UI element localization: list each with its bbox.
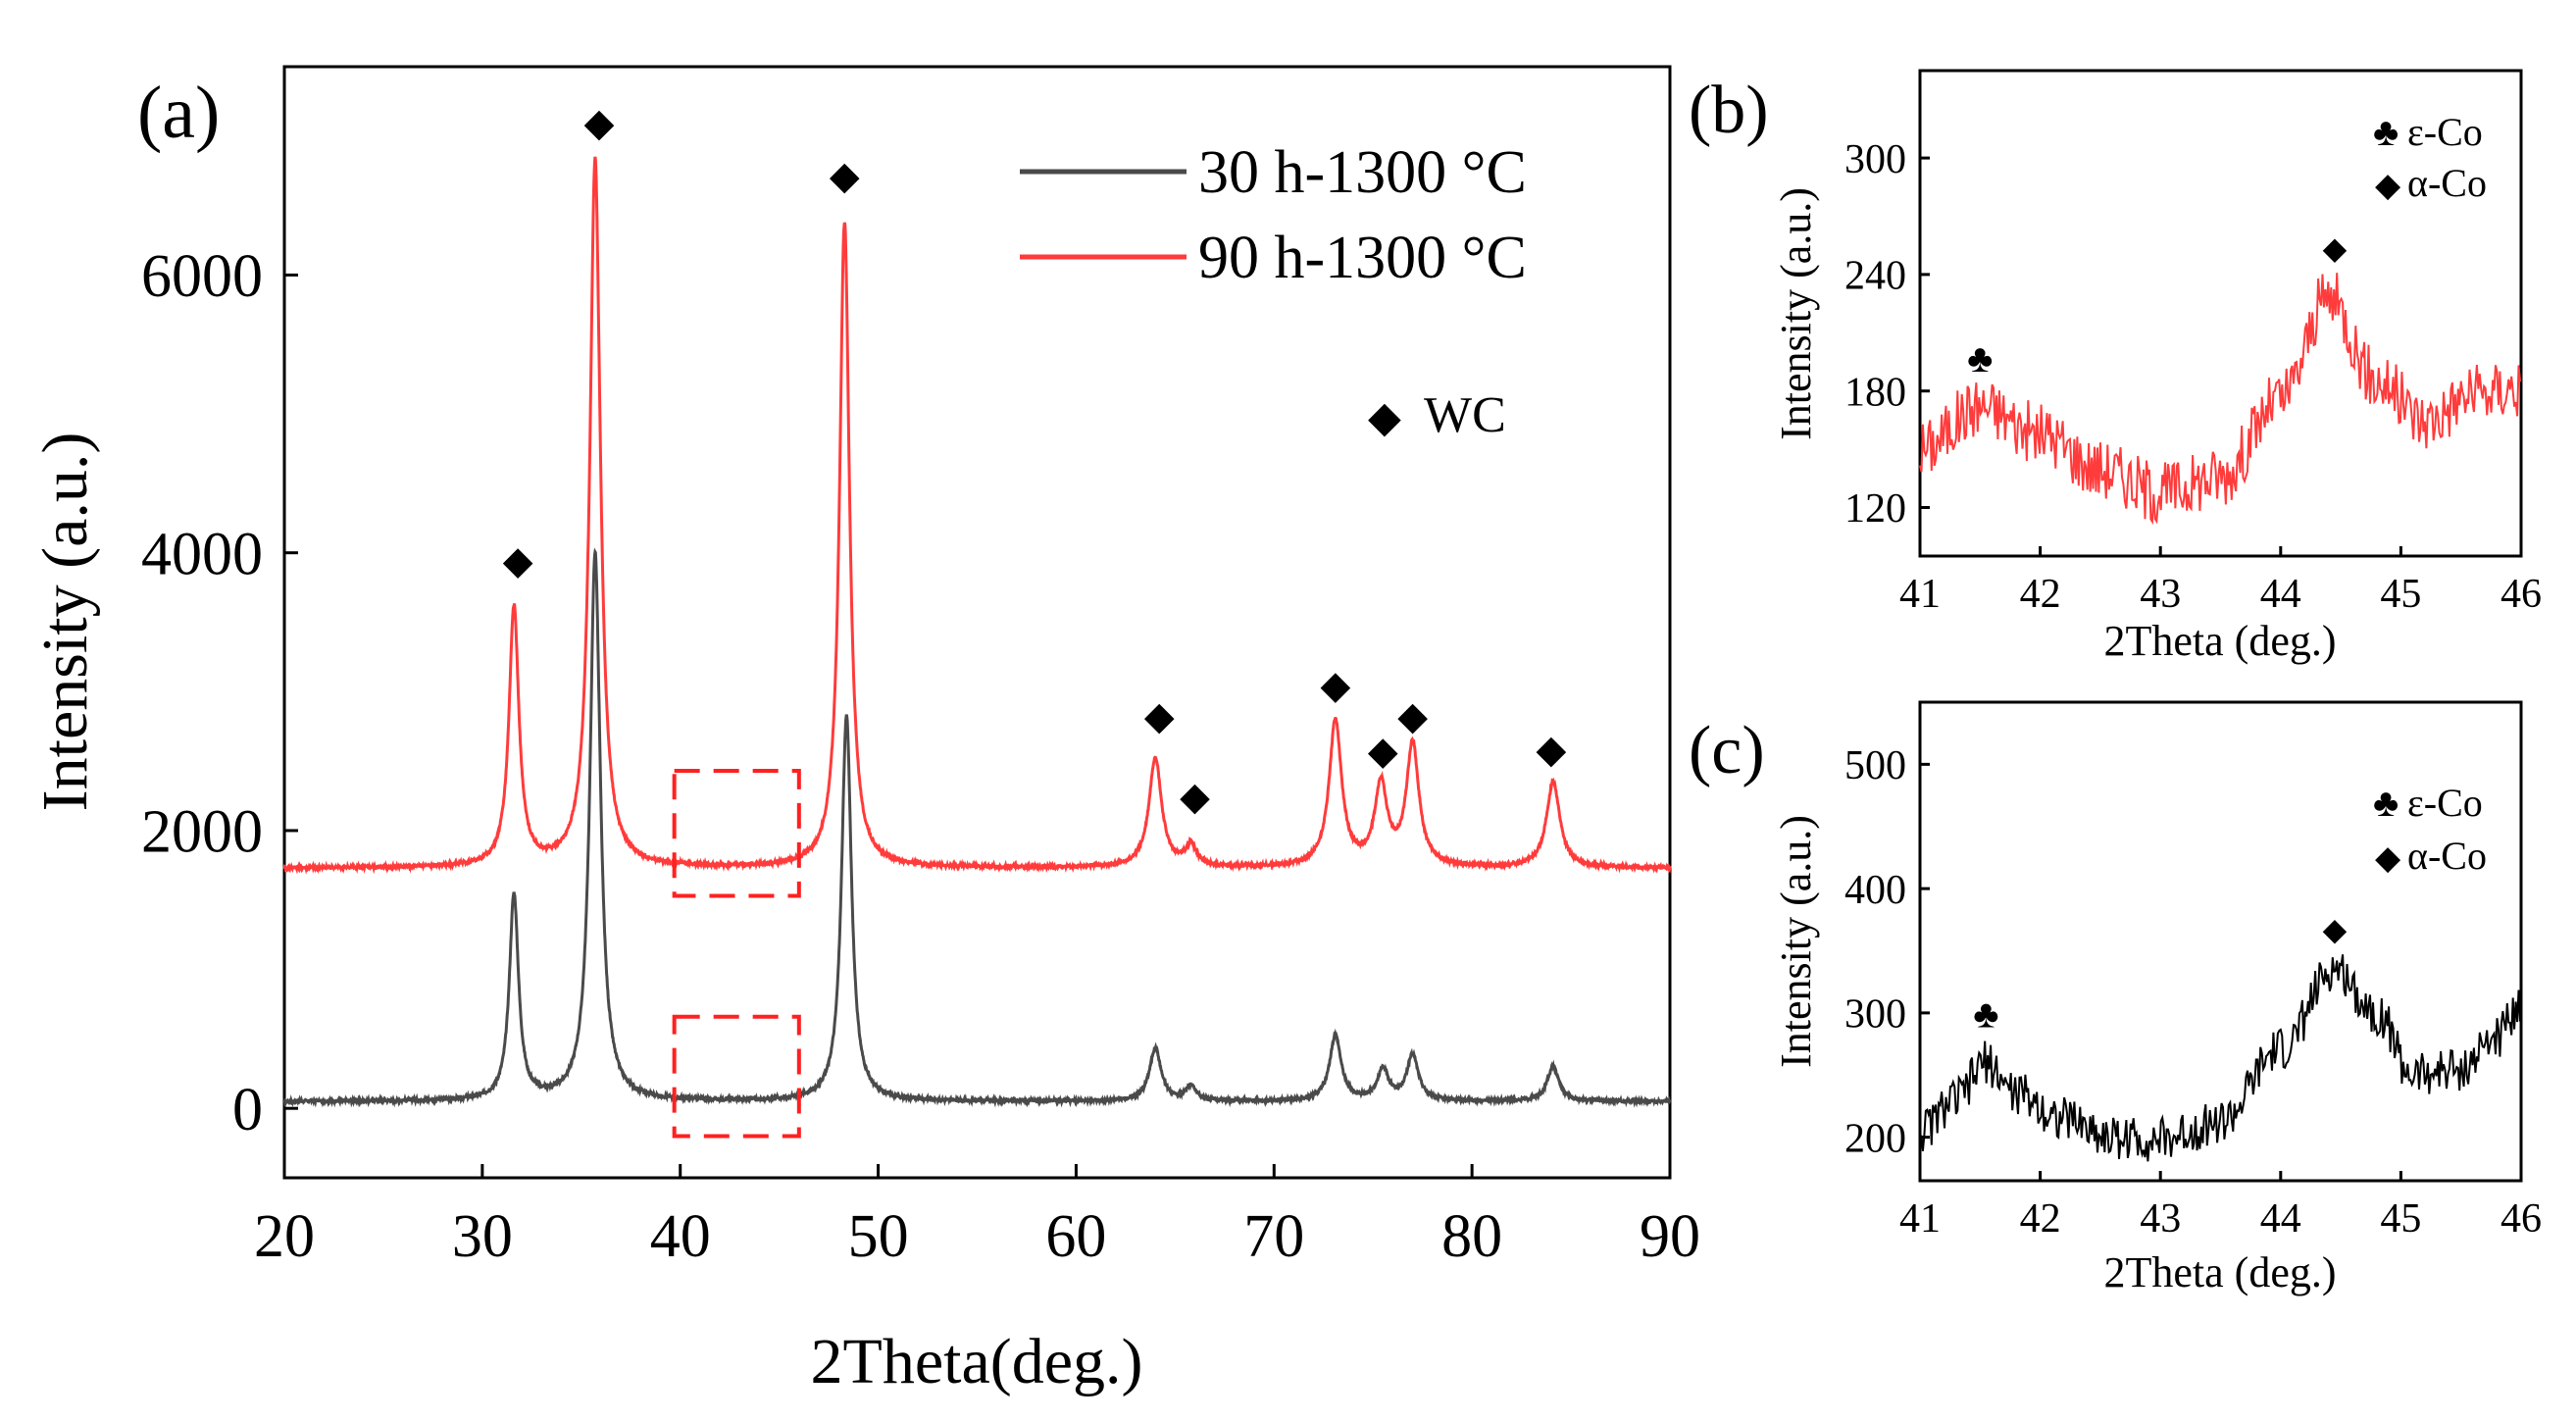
x-tick-label: 42	[2020, 1196, 2061, 1242]
series-line-30h	[282, 547, 1672, 1108]
wc-legend-symbol: ◆	[1368, 393, 1401, 441]
x-tick-label: 45	[2380, 1196, 2421, 1242]
epsilon-co-peak-marker: ♣	[1973, 991, 1998, 1036]
panel-a-y-axis-label: Intensity (a.u.)	[29, 432, 101, 812]
x-tick-label: 42	[2020, 572, 2061, 617]
x-tick-label: 80	[1441, 1203, 1502, 1270]
wc-peak-marker: ◆	[1397, 693, 1428, 737]
panel-b-legend-alpha-symbol: ◆	[2375, 168, 2401, 204]
panel-b-legend-alpha-label: α-Co	[2407, 161, 2487, 205]
panel-b-legend-eps-label: ε-Co	[2407, 110, 2483, 154]
y-tick-label: 240	[1844, 254, 1906, 299]
inset-series-line-c	[1919, 954, 2521, 1162]
x-tick-label: 43	[2140, 572, 2181, 617]
wc-peak-marker: ◆	[1180, 775, 1210, 819]
panel-b: (b) 41 42 43 44 45 46 120 180 240 300 ♣ ◆ ♣ ε-Co ◆…	[1689, 69, 2542, 665]
series-line-90h	[282, 156, 1672, 875]
panel-c: (c) 41 42 43 44 45 46 200 300 400 500 ♣ ◆ ♣ ε-Co ◆…	[1689, 700, 2542, 1296]
y-tick-label: 500	[1844, 743, 1906, 788]
x-tick-label: 46	[2500, 572, 2542, 617]
panel-b-label: (b)	[1689, 73, 1769, 148]
x-tick-label: 20	[254, 1203, 315, 1270]
panel-c-legend-alpha-label: α-Co	[2407, 834, 2487, 878]
panel-c-y-axis-label: Intensity (a.u.)	[1772, 815, 1820, 1068]
x-tick-label: 30	[452, 1203, 513, 1270]
wc-peak-marker: ◆	[584, 101, 615, 145]
wc-peak-marker: ◆	[1368, 729, 1398, 773]
panel-a-label: (a)	[137, 72, 220, 154]
wc-peak-marker: ◆	[1320, 663, 1350, 707]
wc-peak-marker: ◆	[1537, 727, 1567, 771]
x-tick-label: 43	[2140, 1196, 2181, 1242]
x-tick-label: 70	[1243, 1203, 1304, 1270]
legend-label-90h: 90 h-1300 °C	[1198, 225, 1527, 291]
x-tick-label: 41	[1899, 1196, 1941, 1242]
panel-b-legend-eps-symbol: ♣	[2373, 110, 2399, 154]
y-tick-label: 4000	[141, 521, 263, 587]
y-tick-label: 6000	[141, 243, 263, 310]
x-tick-label: 40	[650, 1203, 711, 1270]
y-tick-label: 400	[1844, 868, 1906, 913]
inset-series-line-b	[1919, 273, 2521, 526]
x-tick-label: 90	[1640, 1203, 1700, 1270]
x-tick-label: 44	[2260, 1196, 2301, 1242]
wc-peak-marker: ◆	[1144, 693, 1175, 737]
panel-b-x-axis-label: 2Theta (deg.)	[2104, 617, 2337, 665]
y-tick-label: 0	[232, 1077, 263, 1143]
x-tick-label: 44	[2260, 572, 2301, 617]
panel-c-x-axis-label: 2Theta (deg.)	[2104, 1248, 2337, 1296]
x-tick-label: 41	[1899, 572, 1941, 617]
alpha-co-peak-marker: ◆	[2323, 912, 2348, 947]
x-tick-label: 50	[848, 1203, 909, 1270]
panel-c-plot-frame	[1918, 700, 2523, 1183]
y-tick-label: 120	[1844, 486, 1906, 532]
panel-a-plot-frame	[282, 65, 1672, 1180]
x-tick-label: 46	[2500, 1196, 2542, 1242]
wc-legend-label: WC	[1424, 387, 1506, 443]
panel-c-legend-eps-label: ε-Co	[2407, 781, 2483, 825]
x-tick-label: 60	[1045, 1203, 1106, 1270]
wc-peak-marker: ◆	[503, 538, 533, 583]
panel-b-plot-frame	[1918, 69, 2523, 558]
epsilon-co-peak-marker: ♣	[1967, 336, 1993, 381]
y-tick-label: 300	[1844, 992, 1906, 1038]
highlight-box-30h	[672, 1014, 801, 1139]
panel-c-label: (c)	[1689, 713, 1765, 788]
panel-c-legend-eps-symbol: ♣	[2373, 781, 2399, 825]
alpha-co-peak-marker: ◆	[2323, 230, 2348, 266]
panel-c-legend-alpha-symbol: ◆	[2375, 840, 2401, 877]
y-tick-label: 300	[1844, 137, 1906, 182]
y-tick-label: 2000	[141, 799, 263, 866]
x-tick-label: 45	[2380, 572, 2421, 617]
panel-b-y-axis-label: Intensity (a.u.)	[1772, 187, 1820, 440]
legend-label-30h: 30 h-1300 °C	[1198, 139, 1527, 206]
panel-a-x-axis-label: 2Theta(deg.)	[811, 1326, 1143, 1397]
wc-peak-marker: ◆	[830, 153, 860, 197]
y-tick-label: 180	[1844, 370, 1906, 415]
highlight-box-90h	[672, 769, 801, 898]
y-tick-label: 200	[1844, 1116, 1906, 1161]
